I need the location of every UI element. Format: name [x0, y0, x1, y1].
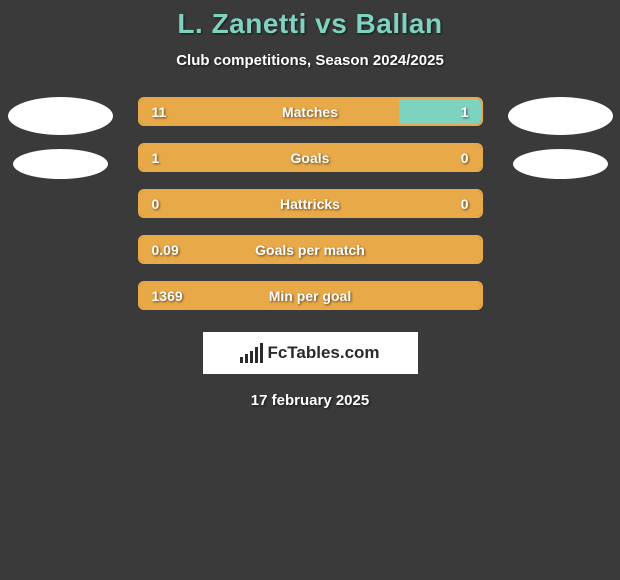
stat-label: Goals per match	[210, 242, 411, 258]
stat-value-right: 0	[411, 196, 481, 212]
stat-value-right: 1	[411, 104, 481, 120]
stat-bar: 11Matches1	[138, 97, 483, 126]
player-left-avatars	[5, 97, 115, 179]
stat-value-left: 11	[140, 104, 210, 120]
stat-bar: 1Goals0	[138, 143, 483, 172]
avatar-placeholder	[13, 149, 108, 179]
stat-label: Goals	[210, 150, 411, 166]
brand-icon-bar	[250, 351, 253, 363]
comparison-infographic: L. Zanetti vs Ballan Club competitions, …	[0, 0, 620, 409]
brand-chart-icon	[240, 343, 263, 363]
footer-date: 17 february 2025	[0, 392, 620, 409]
avatar-placeholder	[508, 97, 613, 135]
stat-label: Matches	[210, 104, 411, 120]
brand-text: FcTables.com	[267, 343, 379, 363]
stats-area: 11Matches11Goals00Hattricks00.09Goals pe…	[0, 97, 620, 310]
stat-label: Hattricks	[210, 196, 411, 212]
brand-icon-bar	[240, 357, 243, 363]
avatar-placeholder	[8, 97, 113, 135]
brand-icon-bar	[245, 354, 248, 363]
stat-value-right: 0	[411, 150, 481, 166]
stat-bar: 0Hattricks0	[138, 189, 483, 218]
stat-bar: 1369Min per goal	[138, 281, 483, 310]
stat-value-left: 1369	[140, 288, 210, 304]
stat-value-left: 1	[140, 150, 210, 166]
brand-badge: FcTables.com	[203, 332, 418, 374]
brand-icon-bar	[260, 343, 263, 363]
stat-value-left: 0.09	[140, 242, 210, 258]
stat-bars: 11Matches11Goals00Hattricks00.09Goals pe…	[138, 97, 483, 310]
page-subtitle: Club competitions, Season 2024/2025	[0, 52, 620, 69]
stat-value-left: 0	[140, 196, 210, 212]
avatar-placeholder	[513, 149, 608, 179]
page-title: L. Zanetti vs Ballan	[0, 8, 620, 40]
brand-icon-bar	[255, 347, 258, 363]
stat-bar: 0.09Goals per match	[138, 235, 483, 264]
stat-label: Min per goal	[210, 288, 411, 304]
player-right-avatars	[505, 97, 615, 179]
